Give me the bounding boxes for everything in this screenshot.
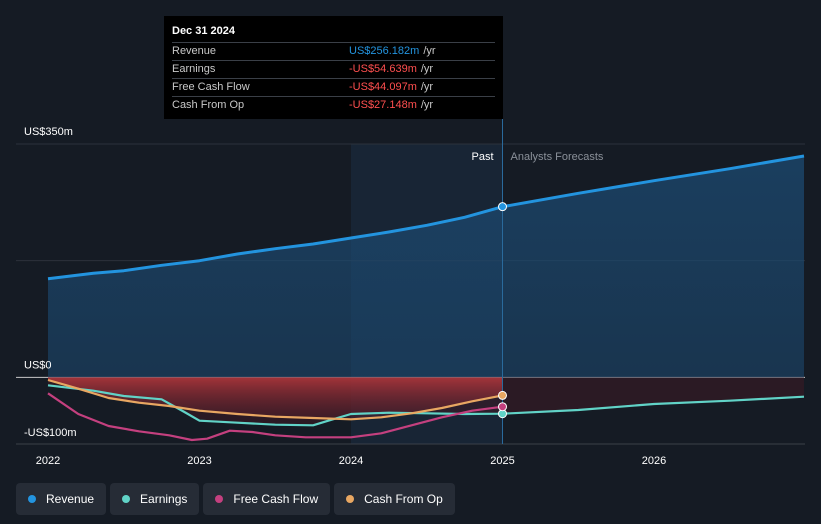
- revenue-line: [47, 154, 805, 281]
- tooltip-label: Revenue: [172, 45, 217, 57]
- tooltip-unit: /yr: [420, 63, 434, 75]
- legend-label: Free Cash Flow: [233, 492, 319, 506]
- y-tick-label: US$0: [24, 359, 52, 371]
- tooltip-unit: /yr: [423, 45, 436, 57]
- legend: Revenue Earnings Free Cash Flow Cash Fro…: [16, 483, 455, 515]
- legend-item-fcf[interactable]: Free Cash Flow: [203, 483, 331, 515]
- x-tick-label: 2022: [36, 455, 60, 467]
- y-tick-label: -US$100m: [24, 427, 77, 439]
- legend-item-cfo[interactable]: Cash From Op: [334, 483, 455, 515]
- tooltip-value: -US$44.097m: [349, 81, 417, 93]
- tooltip-row-revenue: Revenue US$256.182m /yr: [172, 43, 495, 61]
- highlight-markers: [498, 202, 507, 419]
- chart-canvas: US$350m US$0 -US$100m 2022 2023 2024 2025 2026…: [16, 16, 805, 467]
- cfo-line: [47, 378, 503, 421]
- legend-dot-icon: [122, 495, 131, 503]
- forecast-label: Analysts Forecasts: [511, 151, 604, 163]
- tooltip-row-cfo: Cash From Op -US$27.148m /yr: [172, 97, 495, 114]
- legend-dot-icon: [215, 495, 224, 503]
- legend-label: Revenue: [46, 492, 95, 506]
- revenue-area: [48, 156, 804, 378]
- tooltip-unit: /yr: [420, 99, 434, 111]
- tooltip-label: Cash From Op: [172, 99, 245, 111]
- fcf-marker: [498, 402, 507, 412]
- legend-item-earnings[interactable]: Earnings: [110, 483, 200, 515]
- legend-dot-icon: [346, 495, 355, 503]
- tooltip-value: -US$54.639m: [349, 63, 417, 75]
- x-tick-label: 2023: [187, 455, 211, 467]
- x-axis-labels: 2022 2023 2024 2025 2026: [36, 455, 666, 467]
- legend-dot-icon: [28, 495, 36, 503]
- earnings-line: [47, 384, 805, 427]
- tooltip: Dec 31 2024 Revenue US$256.182m /yr Earn…: [164, 16, 503, 119]
- tooltip-unit: /yr: [420, 81, 434, 93]
- x-tick-label: 2026: [642, 455, 666, 467]
- fcf-line: [47, 392, 503, 442]
- tooltip-label: Earnings: [172, 63, 216, 75]
- tooltip-value: US$256.182m: [349, 45, 420, 57]
- legend-label: Earnings: [140, 492, 188, 506]
- series-lines: [47, 154, 805, 442]
- legend-label: Cash From Op: [364, 492, 443, 506]
- legend-item-revenue[interactable]: Revenue: [16, 483, 107, 515]
- cash-from-op-area: [48, 377, 503, 420]
- tooltip-value: -US$27.148m: [349, 99, 417, 111]
- x-tick-label: 2025: [490, 455, 514, 467]
- tooltip-date: Dec 31 2024: [172, 25, 495, 43]
- y-tick-label: US$350m: [24, 126, 73, 138]
- tooltip-label: Free Cash Flow: [172, 81, 250, 93]
- tooltip-row-fcf: Free Cash Flow -US$44.097m /yr: [172, 79, 495, 97]
- revenue-marker: [498, 202, 507, 212]
- past-label: Past: [471, 151, 493, 163]
- series-areas: [48, 156, 804, 426]
- y-axis-labels: US$350m US$0 -US$100m: [24, 126, 77, 439]
- x-tick-label: 2024: [339, 455, 363, 467]
- cfo-marker: [498, 390, 507, 400]
- tooltip-row-earnings: Earnings -US$54.639m /yr: [172, 61, 495, 79]
